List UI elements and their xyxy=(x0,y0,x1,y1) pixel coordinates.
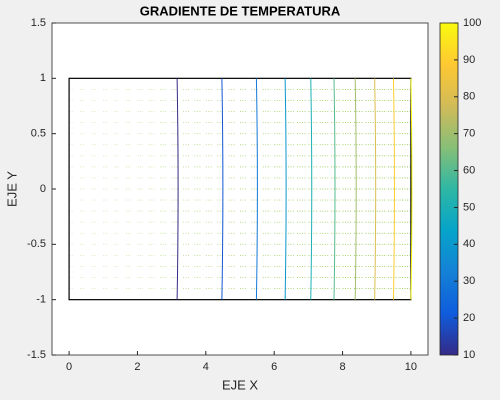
x-tick-label: 8 xyxy=(339,361,345,373)
contour-line xyxy=(392,78,395,300)
x-tick-label: 2 xyxy=(134,361,140,373)
colorbar-tick-label: 70 xyxy=(463,128,475,140)
x-tick-label: 6 xyxy=(271,361,277,373)
contour-line xyxy=(374,78,377,300)
colorbar-tick-label: 10 xyxy=(463,349,475,361)
contour-line xyxy=(333,78,336,300)
y-tick-label: -0.5 xyxy=(27,238,46,250)
colorbar-tick-label: 40 xyxy=(463,238,475,250)
chart-title: GRADIENTE DE TEMPERATURA xyxy=(140,3,341,18)
contour-line xyxy=(410,78,413,300)
x-axis-label: EJE X xyxy=(222,377,258,392)
x-tick-label: 4 xyxy=(203,361,209,373)
y-tick-label: 1.5 xyxy=(31,17,46,29)
colorbar-tick-label: 60 xyxy=(463,164,475,176)
colorbar-tick-label: 80 xyxy=(463,91,475,103)
contour-line xyxy=(284,78,287,300)
colorbar-tick-label: 100 xyxy=(463,17,481,29)
colorbar-tick-label: 20 xyxy=(463,312,475,324)
contour-line xyxy=(221,78,224,300)
x-tick-label: 0 xyxy=(66,361,72,373)
contour-line xyxy=(255,78,258,300)
contour-line xyxy=(354,78,357,300)
y-axis-label: EJE Y xyxy=(4,171,19,207)
domain-boundary xyxy=(68,77,412,301)
colorbar-tick-label: 90 xyxy=(463,54,475,66)
colorbar xyxy=(439,22,459,356)
y-tick-label: 1 xyxy=(40,72,46,84)
y-tick-label: 0.5 xyxy=(31,128,46,140)
y-tick-label: 0 xyxy=(40,183,46,195)
y-tick-label: -1 xyxy=(36,294,46,306)
colorbar-tick-label: 30 xyxy=(463,275,475,287)
contour-line xyxy=(176,78,179,300)
y-tick-label: -1.5 xyxy=(27,349,46,361)
x-tick-label: 10 xyxy=(405,361,417,373)
colorbar-tick-label: 50 xyxy=(463,201,475,213)
contour-line xyxy=(310,78,313,300)
